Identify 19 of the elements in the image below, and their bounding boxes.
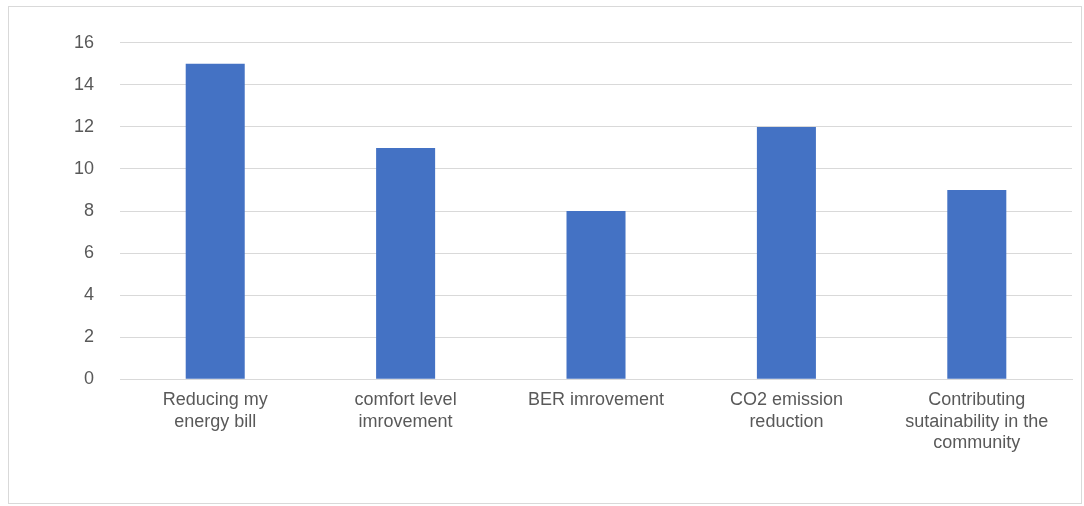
y-tick-label: 0	[84, 368, 95, 389]
bar	[947, 189, 1007, 379]
bar	[376, 147, 436, 379]
y-tick-label: 8	[84, 199, 95, 220]
x-tick-label: Reducing my energy bill	[162, 388, 268, 431]
y-tick-label: 4	[84, 284, 95, 305]
y-tick-label: 16	[73, 31, 95, 52]
x-tick-label: Contributing sutainability in the community	[905, 388, 1049, 453]
x-tick-label: CO2 emission reduction	[729, 388, 843, 431]
y-tick-label: 2	[84, 326, 95, 347]
x-tick-label: comfort level imrovement	[354, 388, 457, 431]
y-tick-label: 6	[84, 242, 95, 263]
y-tick-label: 14	[73, 73, 95, 94]
bar	[566, 211, 626, 379]
y-tick-label: 12	[73, 115, 95, 136]
bar	[756, 126, 816, 379]
bar	[185, 63, 245, 379]
y-tick-label: 10	[73, 157, 95, 178]
x-tick-label: BER imrovement	[527, 388, 665, 409]
